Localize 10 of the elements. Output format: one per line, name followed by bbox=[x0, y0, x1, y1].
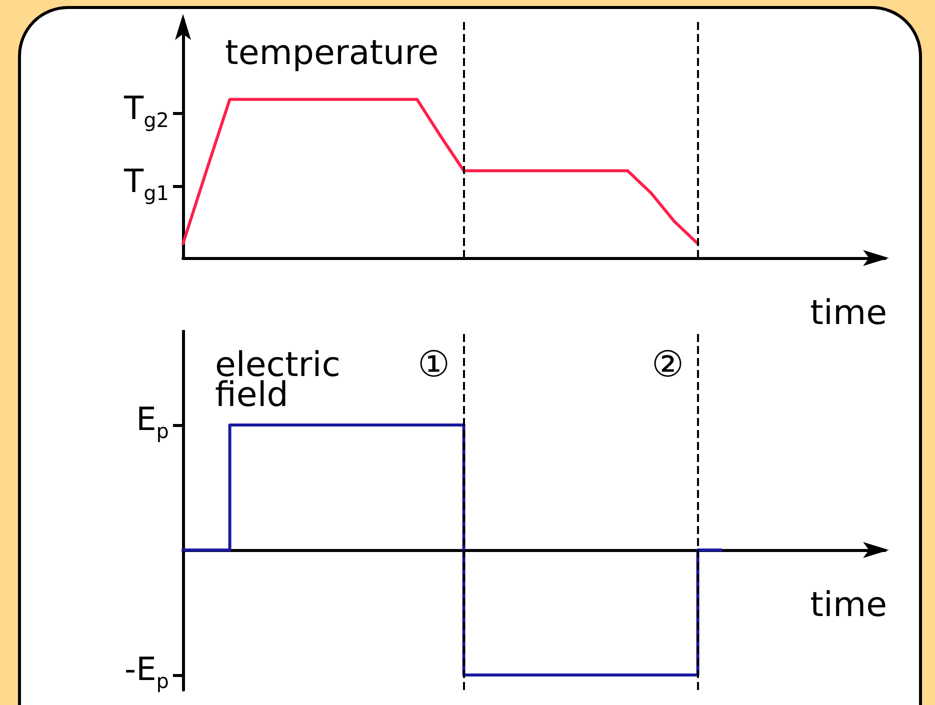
x-axis-title: time bbox=[810, 293, 887, 333]
text: E$_{p}$ bbox=[136, 400, 169, 445]
text: ② bbox=[652, 344, 684, 386]
text: T$_{g2}$ bbox=[124, 88, 169, 134]
text: T$_{g1}$ bbox=[124, 162, 169, 207]
y-axis-title: temperature bbox=[225, 33, 439, 73]
x-axis-title: time bbox=[810, 585, 887, 625]
text: ① bbox=[418, 344, 450, 386]
text: -E$_{p}$ bbox=[124, 650, 169, 695]
y-axis-title: electric field bbox=[215, 345, 352, 415]
